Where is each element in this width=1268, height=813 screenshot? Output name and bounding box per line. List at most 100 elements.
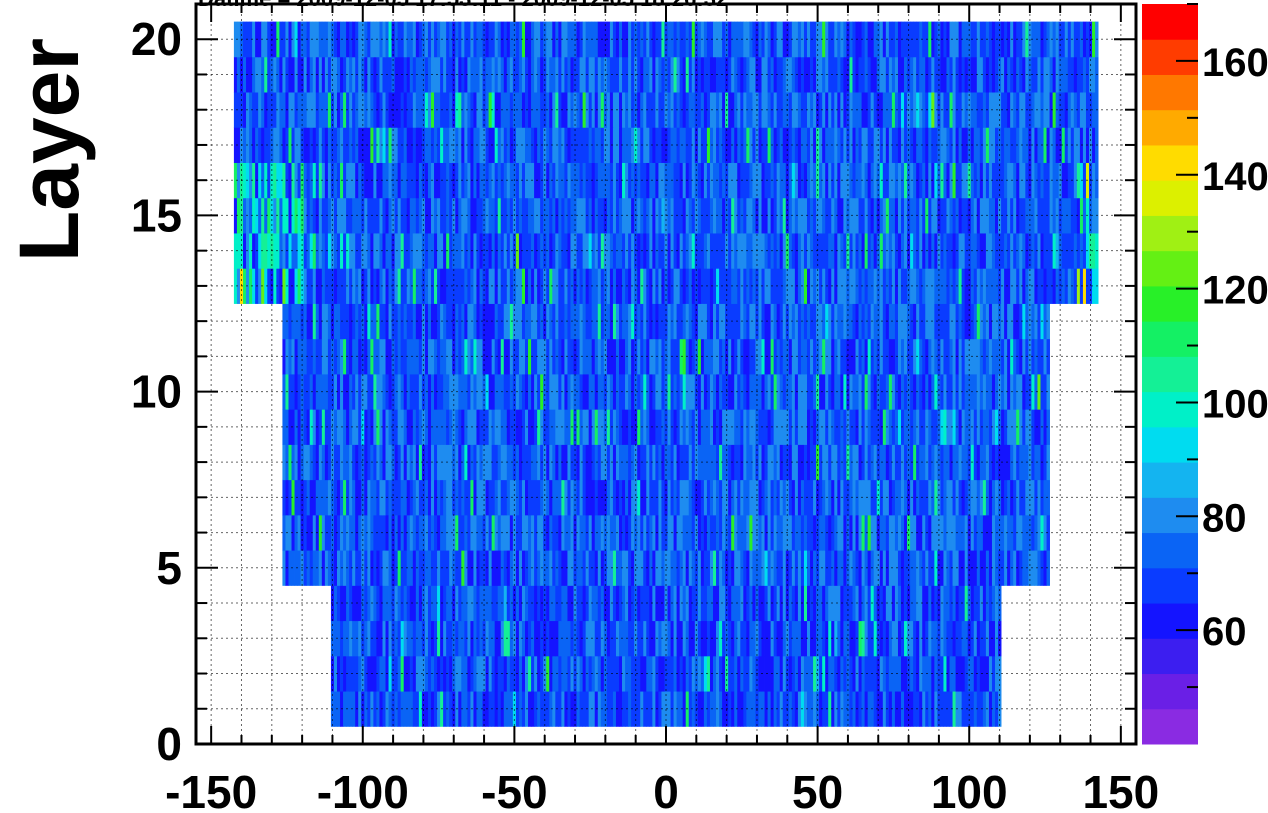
heatmap-cell: [976, 268, 981, 304]
heatmap-cell: [919, 550, 923, 586]
heatmap-cell: [343, 56, 347, 93]
heatmap-cell: [382, 444, 386, 481]
heatmap-cell: [1076, 233, 1081, 269]
heatmap-cell: [382, 479, 386, 516]
heatmap-cell: [803, 514, 808, 551]
heatmap-cell: [758, 691, 762, 727]
heatmap-cell: [1022, 409, 1026, 445]
heatmap-cell: [897, 585, 902, 622]
heatmap-cell: [264, 92, 268, 128]
heatmap-cell: [973, 550, 978, 586]
heatmap-cell: [321, 127, 326, 163]
heatmap-cell: [803, 197, 808, 234]
heatmap-cell: [482, 655, 486, 692]
heatmap-cell: [582, 550, 587, 586]
heatmap-cell: [931, 268, 935, 304]
heatmap-cell: [606, 444, 611, 481]
heatmap-cell: [1019, 444, 1023, 481]
heatmap-cell: [719, 409, 723, 445]
heatmap-cell: [822, 233, 826, 269]
heatmap-cell: [1043, 162, 1047, 199]
heatmap-cell: [946, 56, 950, 93]
heatmap-cell: [646, 479, 650, 516]
heatmap-cell: [458, 21, 462, 58]
heatmap-cell: [352, 374, 356, 410]
heatmap-cell: [837, 127, 841, 163]
heatmap-cell: [603, 268, 608, 304]
heatmap-cell: [943, 338, 947, 375]
heatmap-cell: [907, 550, 911, 586]
heatmap-cell: [646, 514, 650, 551]
heatmap-cell: [437, 162, 441, 199]
heatmap-cell: [1058, 268, 1063, 304]
heatmap-cell: [418, 162, 423, 199]
heatmap-cell: [931, 550, 935, 586]
heatmap-cell: [552, 585, 556, 622]
heatmap-cell: [588, 338, 593, 375]
heatmap-cell: [552, 620, 556, 657]
heatmap-cell: [543, 303, 547, 340]
heatmap-cell: [891, 92, 896, 128]
heatmap-cell: [352, 197, 356, 234]
heatmap-cell: [837, 233, 841, 269]
heatmap-cell: [973, 338, 978, 375]
heatmap-cell: [867, 197, 872, 234]
heatmap-cell: [667, 620, 671, 657]
heatmap-cell: [807, 691, 811, 727]
heatmap-cell: [682, 127, 687, 163]
heatmap-cell: [561, 620, 565, 657]
heatmap-cell: [828, 197, 832, 234]
heatmap-cell: [458, 233, 462, 269]
heatmap-cell: [882, 479, 887, 516]
heatmap-cell: [791, 514, 796, 551]
heatmap-cell: [619, 620, 623, 657]
heatmap-cell: [591, 92, 596, 128]
heatmap-cell: [973, 585, 978, 622]
heatmap-cell: [467, 409, 471, 445]
heatmap-cell: [888, 655, 893, 692]
heatmap-cell: [482, 374, 486, 410]
heatmap-cell: [282, 479, 286, 516]
heatmap-cell: [1007, 197, 1011, 234]
heatmap-cell: [473, 514, 477, 551]
heatmap-cell: [518, 303, 523, 340]
heatmap-cell: [403, 374, 408, 410]
heatmap-cell: [904, 127, 908, 163]
heatmap-cell: [913, 127, 917, 163]
heatmap-cell: [1061, 268, 1066, 304]
heatmap-cell: [891, 550, 896, 586]
heatmap-cell: [858, 444, 862, 481]
heatmap-cell: [452, 374, 456, 410]
heatmap-cell: [661, 444, 665, 481]
heatmap-cell: [1046, 303, 1050, 340]
heatmap-cell: [591, 56, 596, 93]
heatmap-cell: [318, 338, 323, 375]
heatmap-cell: [467, 338, 471, 375]
heatmap-cell: [312, 303, 317, 340]
heatmap-cell: [537, 409, 541, 445]
heatmap-cell: [1067, 56, 1072, 93]
heatmap-cell: [688, 197, 693, 234]
heatmap-cell: [467, 197, 471, 234]
heatmap-cell: [603, 514, 608, 551]
heatmap-cell: [982, 197, 987, 234]
heatmap-cell: [306, 197, 311, 234]
heatmap-cell: [543, 691, 547, 727]
heatmap-cell: [443, 444, 447, 481]
heatmap-cell: [637, 233, 641, 269]
heatmap-cell: [873, 92, 878, 128]
heatmap-cell: [937, 374, 941, 410]
heatmap-cell: [421, 303, 426, 340]
heatmap-cell: [376, 92, 380, 128]
heatmap-cell: [828, 303, 832, 340]
heatmap-cell: [988, 655, 993, 692]
heatmap-cell: [828, 233, 832, 269]
heatmap-cell: [582, 374, 587, 410]
heatmap-cell: [967, 303, 972, 340]
heatmap-cell: [998, 691, 1002, 727]
heatmap-cell: [312, 514, 317, 551]
heatmap-cell: [476, 21, 480, 58]
heatmap-cell: [991, 92, 996, 128]
heatmap-cell: [946, 655, 950, 692]
heatmap-cell: [406, 514, 411, 551]
